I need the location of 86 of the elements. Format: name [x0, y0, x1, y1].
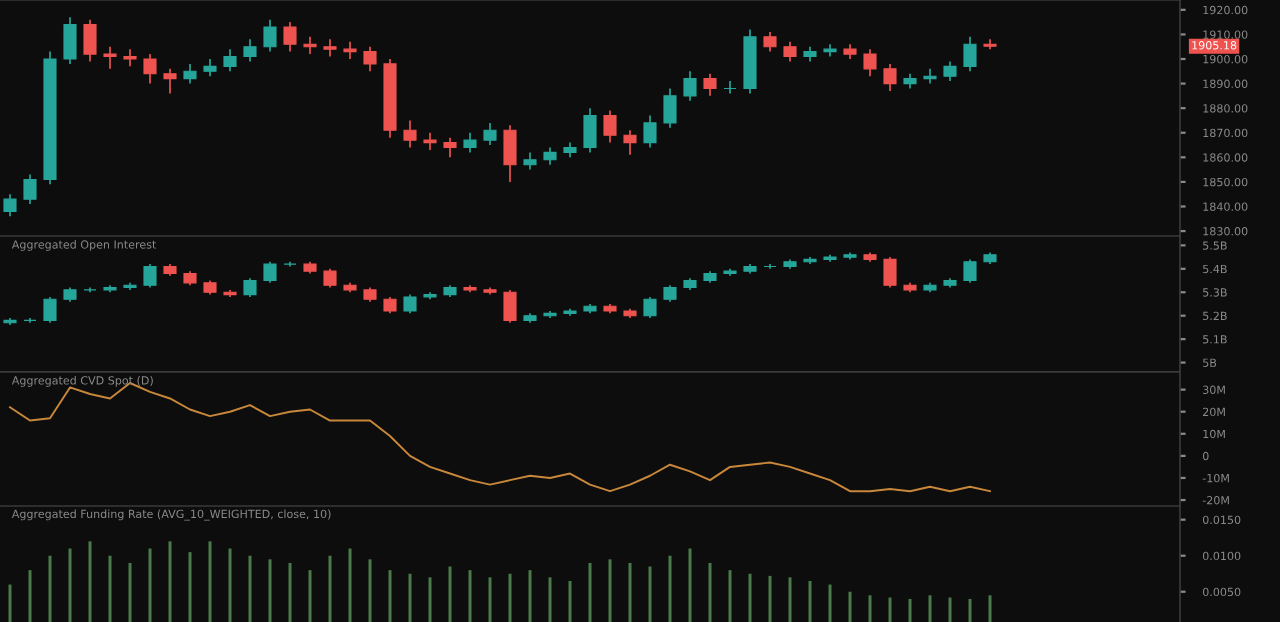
candlestick: [223, 48, 237, 73]
candlestick: [283, 21, 297, 53]
candlestick: [403, 119, 417, 149]
candlestick: [603, 303, 617, 315]
candlestick: [743, 263, 757, 275]
candlestick: [483, 286, 497, 296]
candlestick: [463, 131, 477, 154]
candlestick: [283, 260, 297, 268]
candlestick: [683, 277, 697, 291]
candlestick: [123, 48, 137, 68]
candlestick: [143, 53, 157, 85]
candlestick: [583, 107, 597, 154]
candlestick: [3, 193, 17, 218]
candlestick: [263, 260, 277, 284]
candlestick: [983, 38, 997, 50]
candlestick: [43, 50, 57, 186]
candlestick: [423, 131, 437, 151]
candlestick: [163, 67, 177, 95]
candlestick: [723, 80, 737, 95]
candlestick: [883, 63, 897, 92]
candlestick: [823, 253, 837, 263]
candlestick: [483, 122, 497, 146]
candlestick: [63, 16, 77, 65]
candlestick: [743, 28, 757, 95]
candlestick: [663, 87, 677, 129]
candlestick: [463, 284, 477, 294]
candlestick: [783, 258, 797, 270]
candlestick: [763, 263, 777, 270]
candlestick: [963, 258, 977, 284]
candlestick: [963, 36, 977, 73]
candlestick: [843, 251, 857, 261]
candlestick: [523, 312, 537, 324]
candlestick: [443, 284, 457, 298]
candlestick: [703, 270, 717, 284]
candlestick: [923, 282, 937, 294]
candlestick: [103, 284, 117, 294]
candlestick: [943, 60, 957, 82]
candlestick: [403, 293, 417, 315]
candlestick: [363, 45, 377, 73]
candlestick: [443, 136, 457, 159]
candlestick: [243, 38, 257, 63]
candlestick: [303, 260, 317, 275]
candlestick: [23, 173, 37, 205]
candlestick: [523, 151, 537, 171]
candlestick: [763, 31, 777, 53]
candlestick: [83, 286, 97, 294]
candlestick: [103, 45, 117, 70]
candlestick: [243, 277, 257, 298]
candlestick: [563, 141, 577, 159]
candlestick: [943, 277, 957, 289]
candlestick: [203, 58, 217, 78]
candlestick: [383, 58, 397, 139]
candlestick: [703, 72, 717, 97]
candlestick: [203, 279, 217, 296]
candlestick: [563, 307, 577, 317]
candlestick: [663, 284, 677, 303]
candlestick: [263, 18, 277, 53]
candlestick: [783, 40, 797, 63]
candlestick: [903, 282, 917, 294]
candlestick: [803, 45, 817, 63]
candlestick: [683, 70, 697, 102]
candlestick: [363, 286, 377, 303]
candlestick: [63, 286, 77, 303]
candlestick: [143, 263, 157, 289]
candlestick: [983, 251, 997, 265]
candlestick: [383, 296, 397, 315]
candlestick: [643, 114, 657, 149]
candlestick: [843, 43, 857, 60]
candlestick: [603, 109, 617, 144]
candlestick: [623, 307, 637, 319]
candlestick: [183, 270, 197, 287]
candlestick: [503, 289, 517, 324]
candlestick: [83, 18, 97, 63]
candlestick: [583, 303, 597, 315]
candlestick: [863, 48, 877, 78]
candlestick: [23, 317, 37, 324]
candlestick: [163, 263, 177, 277]
candlestick: [423, 291, 437, 301]
candlestick: [323, 267, 337, 289]
candlestick: [863, 251, 877, 263]
candlestick: [343, 282, 357, 294]
candlestick: [323, 38, 337, 58]
candlestick: [43, 296, 57, 324]
candlestick: [883, 256, 897, 289]
candlestick: [903, 72, 917, 90]
candlestick: [503, 124, 517, 183]
